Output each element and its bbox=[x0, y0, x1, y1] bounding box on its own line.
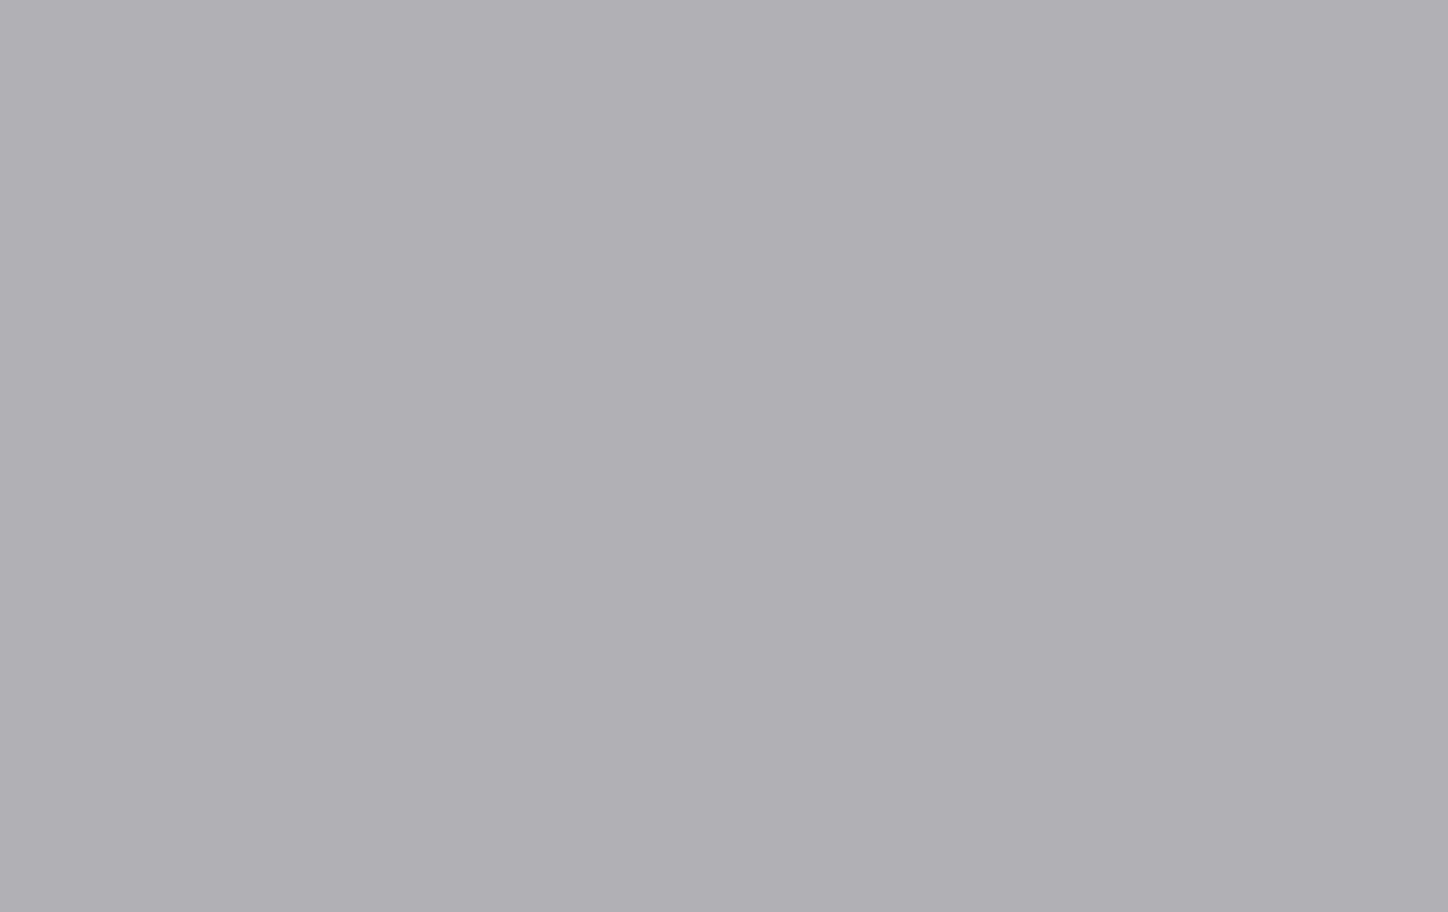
chart-canvas bbox=[0, 0, 1448, 912]
